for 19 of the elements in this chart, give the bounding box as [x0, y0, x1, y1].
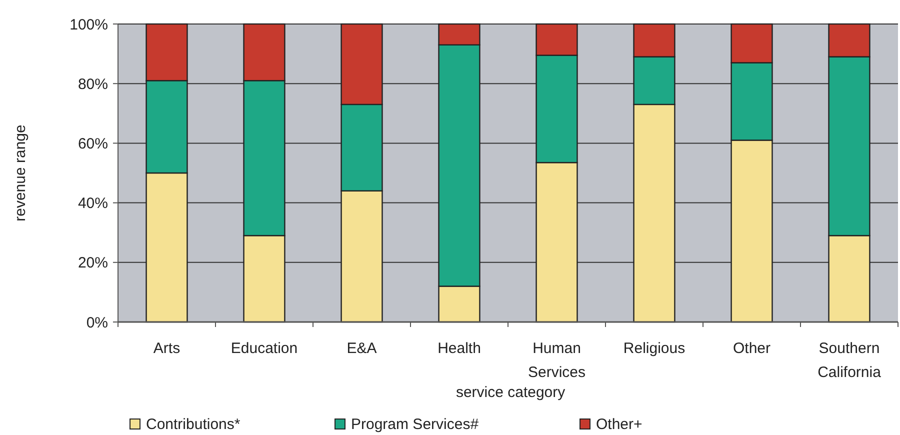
y-tick-label: 60% [78, 135, 108, 152]
y-tick-label: 0% [86, 314, 108, 332]
y-tick-label: 100% [70, 16, 108, 34]
y-tick-label: 80% [78, 76, 108, 93]
x-tick-label: E&A [346, 340, 377, 357]
x-tick-label: Education [230, 340, 298, 357]
x-tick-label: Southern California [818, 340, 882, 381]
x-tick-label: Health [438, 340, 481, 357]
legend-label: Contributions* [146, 416, 240, 433]
y-tick-label: 20% [78, 254, 108, 272]
y-axis-title: revenue range [12, 124, 29, 222]
x-axis-title: service category [456, 384, 566, 401]
x-tick-label: Religious [623, 340, 686, 357]
x-tick-label: Other [732, 340, 771, 357]
legend-label: Other+ [596, 416, 643, 433]
legend-label: Program Services# [351, 416, 480, 433]
x-tick-label: Human Services [528, 340, 586, 381]
y-tick-label: 40% [78, 195, 108, 212]
x-tick-label: Arts [153, 340, 180, 357]
